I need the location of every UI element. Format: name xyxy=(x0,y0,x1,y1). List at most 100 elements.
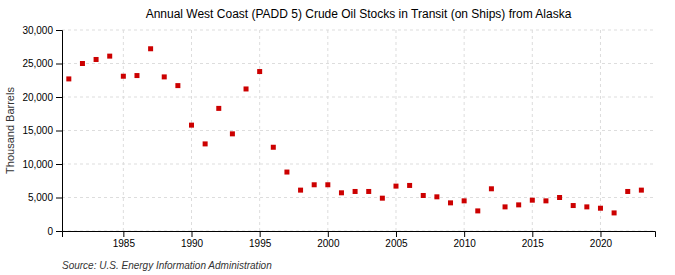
y-axis-tick-label: 30,000 xyxy=(22,25,53,36)
x-axis-tick-label: 2005 xyxy=(385,238,408,249)
point xyxy=(353,189,358,194)
point xyxy=(121,74,126,79)
y-axis-tick: 5,000 xyxy=(28,192,62,203)
point xyxy=(543,198,548,203)
point xyxy=(366,189,371,194)
point xyxy=(94,57,99,62)
y-axis-tick-label: 25,000 xyxy=(22,58,53,69)
point xyxy=(462,198,467,203)
y-axis-tick-mark xyxy=(56,198,62,199)
x-axis-tick-mark xyxy=(192,231,193,237)
y-axis-tick: 15,000 xyxy=(22,125,62,136)
x-axis-tick-mark xyxy=(260,231,261,237)
point xyxy=(325,182,330,187)
x-axis-tick-mark xyxy=(600,231,601,237)
x-axis: 1985 1990 1995 2000 2005 2010 2015 2020 xyxy=(63,231,656,249)
points xyxy=(66,46,644,215)
x-axis-tick-label: 1990 xyxy=(181,238,204,249)
x-axis-tick-mark xyxy=(464,231,465,237)
y-axis-tick: 10,000 xyxy=(22,159,62,170)
x-axis-tick: 2005 xyxy=(385,231,408,249)
x-axis-tick: 2020 xyxy=(590,231,613,249)
x-axis-tick-mark xyxy=(532,231,533,237)
y-axis-tick-label: 5,000 xyxy=(28,192,53,203)
point xyxy=(107,54,112,59)
point xyxy=(612,210,617,215)
chart: 1985 1990 1995 2000 2005 2010 2015 2020 0 5,000 10… xyxy=(0,0,675,275)
point xyxy=(66,76,71,81)
point xyxy=(489,186,494,191)
point xyxy=(298,188,303,193)
grid-line-x xyxy=(191,30,192,231)
plot-area: 1985 1990 1995 2000 2005 2010 2015 2020 0 5,000 10… xyxy=(22,25,655,249)
point xyxy=(475,208,480,213)
x-axis-tick-label: 2010 xyxy=(454,238,477,249)
point xyxy=(148,46,153,51)
grid xyxy=(62,30,655,231)
x-axis-tick-label: 1995 xyxy=(249,238,272,249)
x-axis-tick-label: 2000 xyxy=(317,238,340,249)
point xyxy=(598,206,603,211)
point xyxy=(407,183,412,188)
point xyxy=(434,194,439,199)
x-axis-line xyxy=(63,232,656,238)
grid-line-y xyxy=(62,130,655,131)
y-axis-tick-mark xyxy=(56,231,62,232)
y-axis-title: Thousand Barrels xyxy=(4,87,16,174)
x-axis-tick: 1985 xyxy=(113,231,136,249)
point xyxy=(162,74,167,79)
x-axis-tick: 2000 xyxy=(317,231,340,249)
y-axis-tick: 0 xyxy=(47,226,62,237)
x-axis-tick-mark xyxy=(123,231,124,237)
x-axis-tick-label: 1985 xyxy=(113,238,136,249)
y-axis-line xyxy=(56,31,63,232)
point xyxy=(339,190,344,195)
point xyxy=(380,196,385,201)
point xyxy=(421,193,426,198)
y-axis-tick-mark xyxy=(56,64,62,65)
point xyxy=(175,83,180,88)
source: Source: U.S. Energy Information Administ… xyxy=(62,260,272,271)
grid-line-y xyxy=(62,30,655,31)
x-axis-tick-label: 2015 xyxy=(522,238,545,249)
point xyxy=(557,195,562,200)
grid-line-x xyxy=(395,30,396,231)
x-axis-tick: 1995 xyxy=(249,231,272,249)
point xyxy=(230,131,235,136)
title: Annual West Coast (PADD 5) Crude Oil Sto… xyxy=(146,7,572,21)
grid-line-x xyxy=(600,30,601,231)
x-axis-tick: 1990 xyxy=(181,231,204,249)
y-axis: 0 5,000 10,000 15,000 20,000 25,000 30,000 xyxy=(22,25,62,237)
point xyxy=(516,202,521,207)
point xyxy=(134,73,139,78)
y-axis-tick-mark xyxy=(56,164,62,165)
y-axis-tick-mark xyxy=(56,131,62,132)
x-axis-tick-mark xyxy=(396,231,397,237)
point xyxy=(503,204,508,209)
grid-line-y xyxy=(62,63,655,64)
point xyxy=(312,182,317,187)
x-axis-tick-mark xyxy=(328,231,329,237)
y-axis-tick-label: 0 xyxy=(47,226,53,237)
point xyxy=(203,141,208,146)
y-axis-tick: 30,000 xyxy=(22,25,62,36)
y-axis-tick-mark xyxy=(56,97,62,98)
point xyxy=(189,123,194,128)
y-axis-tick-label: 10,000 xyxy=(22,159,53,170)
point xyxy=(244,86,249,91)
y-axis-tick: 20,000 xyxy=(22,92,62,103)
point xyxy=(80,61,85,66)
point xyxy=(257,69,262,74)
point xyxy=(448,200,453,205)
x-axis-tick: 2010 xyxy=(454,231,477,249)
point xyxy=(216,106,221,111)
x-axis-tick-label: 2020 xyxy=(590,238,613,249)
point xyxy=(393,184,398,189)
point xyxy=(284,170,289,175)
y-axis-tick-label: 15,000 xyxy=(22,125,53,136)
y-axis-tick: 25,000 xyxy=(22,58,62,69)
y-axis-tick-label: 20,000 xyxy=(22,92,53,103)
point xyxy=(639,188,644,193)
point xyxy=(571,203,576,208)
point xyxy=(584,204,589,209)
